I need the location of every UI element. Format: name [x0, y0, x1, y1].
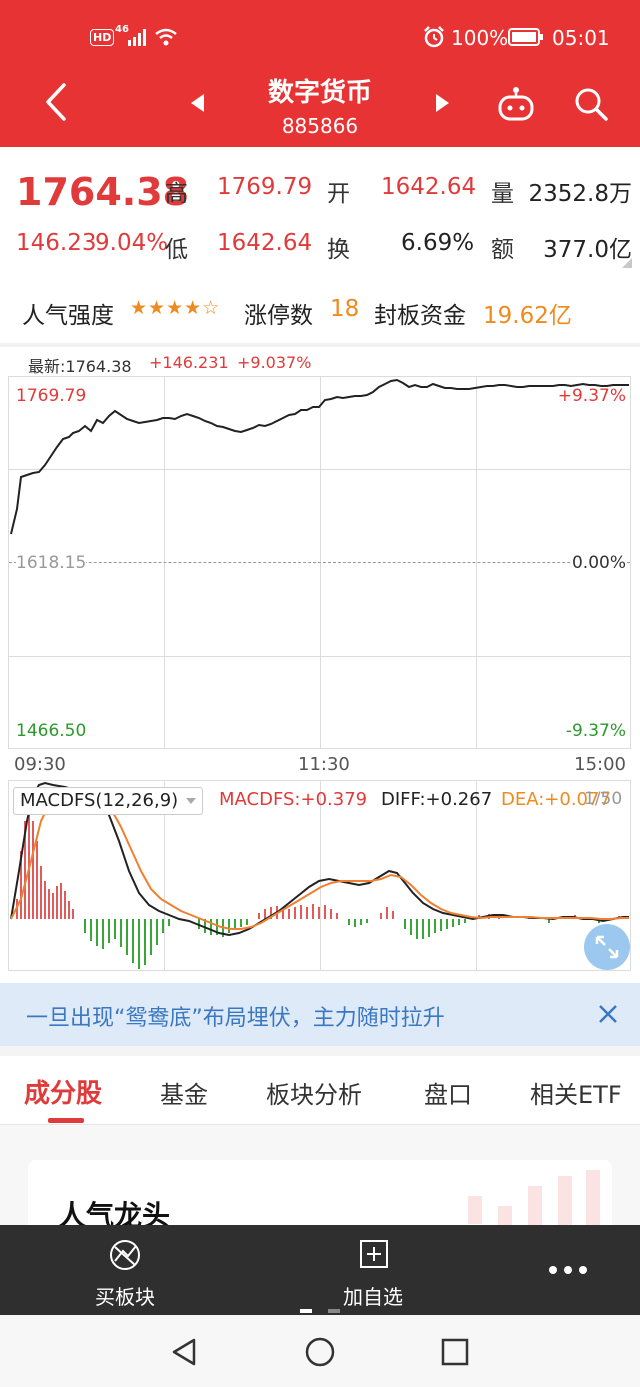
add-icon: [360, 1240, 388, 1268]
nav-home-icon[interactable]: [304, 1336, 336, 1368]
active-tab-indicator: [48, 1118, 84, 1123]
turnover-value: 6.69%: [401, 230, 475, 256]
tab-order-book[interactable]: 盘口: [424, 1081, 472, 1109]
battery-percent: 100%: [451, 26, 509, 50]
expand-corner-icon[interactable]: [620, 256, 634, 270]
add-watchlist-label: 加自选: [343, 1285, 403, 1309]
time-mid-label: 11:30: [298, 754, 350, 775]
volume-value: 2352.8万: [528, 181, 632, 207]
amount-label: 额: [491, 237, 514, 263]
more-icon[interactable]: [548, 1265, 588, 1275]
promo-banner[interactable]: 一旦出现“鸳鸯底”布局埋伏，主力随时拉升: [0, 983, 640, 1046]
robot-icon[interactable]: [496, 86, 536, 122]
banner-text: 一旦出现“鸳鸯底”布局埋伏，主力随时拉升: [26, 1006, 445, 1031]
fullscreen-button[interactable]: [584, 924, 630, 970]
y-axis-top-label: 1769.79: [16, 386, 87, 406]
decorative-candles-icon: [468, 1170, 600, 1226]
turnover-label: 换: [327, 237, 350, 263]
buy-sector-label: 买板块: [95, 1285, 155, 1309]
price-line: [10, 378, 629, 535]
macd-indicator-select[interactable]: MACDFS(12,26,9): [13, 787, 204, 815]
popularity-label: 人气强度: [22, 303, 114, 329]
wifi-icon: [155, 28, 177, 46]
volume-label: 量: [491, 181, 514, 207]
limit-up-count: 18: [330, 296, 360, 322]
amount-value: 377.0亿: [543, 237, 632, 263]
tab-constituents[interactable]: 成分股: [24, 1079, 103, 1109]
divider: [0, 343, 640, 347]
pct-axis-bottom-label: -9.37%: [565, 721, 626, 741]
buy-sector-button[interactable]: 买板块: [80, 1231, 170, 1311]
hd-badge: HD: [90, 29, 115, 46]
page-dot-active: [300, 1309, 312, 1313]
fullscreen-icon: [595, 935, 619, 959]
macd-page-label: 1/50: [584, 789, 623, 809]
low-value: 1642.64: [217, 230, 313, 256]
sector-code: 885866: [281, 114, 359, 138]
price-change-pct: 9.04%: [95, 230, 169, 256]
add-watchlist-button[interactable]: 加自选: [328, 1231, 418, 1311]
latest-pct-label: +9.037%: [237, 353, 312, 372]
time-end-label: 15:00: [574, 754, 626, 775]
network-type: 46: [115, 24, 129, 35]
battery-icon: [508, 28, 543, 46]
next-sector-icon[interactable]: [434, 92, 452, 114]
tab-funds[interactable]: 基金: [160, 1081, 208, 1109]
open-value: 1642.64: [381, 174, 477, 200]
bottom-action-bar: 买板块 加自选: [0, 1225, 640, 1315]
current-price: 1764.38: [16, 170, 190, 214]
search-icon[interactable]: [573, 86, 609, 122]
macdfs-value: MACDFS:+0.379: [219, 789, 368, 810]
time-start-label: 09:30: [14, 754, 66, 775]
prev-sector-icon[interactable]: [188, 92, 206, 114]
signal-icon: [128, 29, 146, 46]
back-icon[interactable]: [40, 82, 70, 122]
latest-change-label: +146.231: [149, 353, 229, 372]
close-icon[interactable]: [597, 1003, 619, 1025]
pct-axis-mid-label: 0.00%: [571, 553, 626, 573]
intraday-chart[interactable]: [8, 376, 631, 749]
chevron-down-icon: [186, 798, 197, 804]
diff-value: DIFF:+0.267: [381, 789, 493, 810]
low-label: 低: [165, 237, 188, 263]
tab-sector-analysis[interactable]: 板块分析: [266, 1081, 362, 1109]
price-change: 146.23: [16, 230, 97, 256]
macd-indicator-label: MACDFS(12,26,9): [20, 790, 179, 811]
y-axis-mid-label: 1618.15: [16, 553, 87, 573]
seal-funds-label: 封板资金: [374, 303, 466, 329]
tab-related-etf[interactable]: 相关ETF: [530, 1081, 622, 1109]
system-nav-bar: [0, 1315, 640, 1387]
pct-axis-top-label: +9.37%: [557, 386, 626, 406]
seal-funds-value: 19.62亿: [483, 303, 572, 329]
clock: 05:01: [552, 26, 610, 50]
top-header: HD 46 100% 05:01 数字货币 885866: [0, 0, 640, 147]
high-label: 高: [165, 181, 188, 207]
latest-price-label: 最新:1764.38: [28, 357, 132, 376]
trade-icon: [110, 1240, 140, 1270]
high-value: 1769.79: [217, 174, 313, 200]
limit-up-label: 涨停数: [244, 303, 313, 329]
open-label: 开: [327, 181, 350, 207]
alarm-icon: [424, 26, 444, 48]
popularity-stars: ★★★★☆: [130, 297, 221, 319]
page-dot: [328, 1309, 340, 1313]
page-title: 数字货币: [267, 78, 372, 108]
dea-value: DEA:+0.077: [501, 789, 611, 810]
nav-recents-icon[interactable]: [441, 1338, 469, 1366]
y-axis-bottom-label: 1466.50: [16, 721, 87, 741]
nav-back-icon[interactable]: [170, 1337, 198, 1367]
